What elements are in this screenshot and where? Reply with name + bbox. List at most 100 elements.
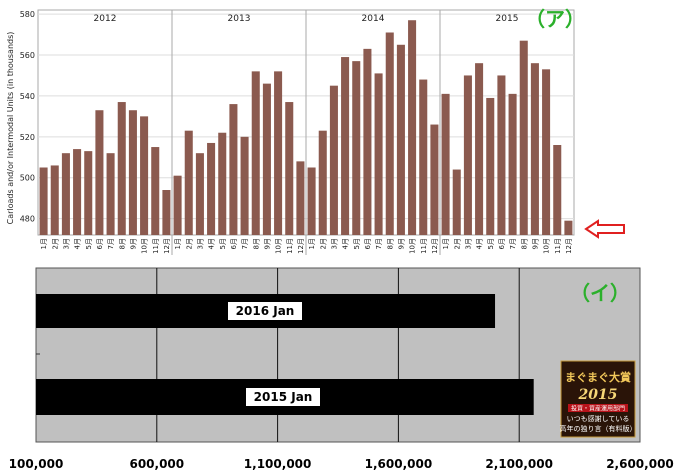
bar bbox=[452, 169, 461, 235]
bar bbox=[140, 116, 149, 235]
y-tick-label: 540 bbox=[20, 92, 35, 101]
bar bbox=[475, 63, 484, 235]
x-tick-label: 10月 bbox=[141, 238, 149, 254]
bar bbox=[106, 153, 115, 235]
x-tick-label: 12月 bbox=[431, 238, 439, 254]
bar bbox=[329, 85, 338, 235]
bar bbox=[396, 44, 405, 235]
bar bbox=[497, 75, 506, 235]
bar bbox=[184, 130, 193, 235]
x-tick-label: 3月 bbox=[464, 238, 472, 249]
bar bbox=[553, 145, 562, 235]
bar bbox=[419, 79, 428, 235]
year-label: 2014 bbox=[362, 14, 385, 24]
bar bbox=[307, 167, 316, 235]
x-tick-label: 600,000 bbox=[129, 457, 184, 471]
bar bbox=[542, 69, 551, 236]
bar bbox=[363, 48, 372, 236]
x-tick-label: 10月 bbox=[543, 238, 551, 254]
award-badge: まぐまぐ大賞 2015 投資・資産運用部門 いつも感謝している 高年の独り言（有… bbox=[560, 360, 637, 438]
x-tick-label: 8月 bbox=[118, 238, 126, 249]
y-tick-label: 480 bbox=[20, 215, 35, 224]
x-tick-label: 12月 bbox=[297, 238, 305, 254]
y-tick-label: 560 bbox=[20, 51, 35, 60]
x-tick-label: 4月 bbox=[476, 238, 484, 249]
x-tick-label: 3月 bbox=[62, 238, 70, 249]
bar bbox=[441, 93, 450, 235]
year-label: 2015 bbox=[496, 14, 519, 24]
x-tick-label: 10月 bbox=[409, 238, 417, 254]
x-tick-label: 8月 bbox=[386, 238, 394, 249]
bar bbox=[61, 153, 70, 235]
x-tick-label: 2月 bbox=[51, 238, 59, 249]
x-tick-label: 1月 bbox=[40, 238, 48, 249]
badge-year: 2015 bbox=[578, 387, 618, 403]
badge-text-2: 高年の独り言（有料版） bbox=[560, 424, 637, 433]
x-tick-label: 7月 bbox=[107, 238, 115, 249]
x-tick-label: 9月 bbox=[129, 238, 137, 249]
x-tick-label: 11月 bbox=[286, 238, 294, 254]
bar bbox=[251, 71, 260, 235]
top-bars bbox=[39, 20, 573, 236]
bar bbox=[128, 110, 137, 235]
x-tick-label: 5月 bbox=[219, 238, 227, 249]
bar bbox=[530, 63, 539, 235]
x-tick-label: 2月 bbox=[453, 238, 461, 249]
x-tick-label: 3月 bbox=[330, 238, 338, 249]
x-tick-label: 11月 bbox=[554, 238, 562, 254]
bar-label-box bbox=[246, 388, 320, 406]
bar bbox=[318, 130, 327, 235]
x-tick-label: 4月 bbox=[342, 238, 350, 249]
x-tick-label: 6月 bbox=[498, 238, 506, 249]
y-tick-label: 500 bbox=[20, 174, 35, 183]
y-tick-label: 580 bbox=[20, 10, 35, 19]
bar bbox=[39, 167, 48, 235]
y-tick-label: 520 bbox=[20, 133, 35, 142]
top-gridlines bbox=[37, 9, 575, 255]
x-tick-label: 8月 bbox=[520, 238, 528, 249]
badge-category: 投資・資産運用部門 bbox=[571, 405, 625, 413]
bar bbox=[50, 165, 59, 235]
x-tick-label: 1,100,000 bbox=[244, 457, 312, 471]
year-label: 2012 bbox=[94, 14, 117, 24]
bar bbox=[229, 104, 238, 235]
bar bbox=[207, 142, 216, 235]
x-tick-label: 11月 bbox=[152, 238, 160, 254]
y-tick-labels: 480 500 520 540 560 580 bbox=[20, 10, 35, 224]
x-tick-label: 6月 bbox=[96, 238, 104, 249]
x-tick-label: 6月 bbox=[364, 238, 372, 249]
x-tick-label: 7月 bbox=[509, 238, 517, 249]
badge-text-1: いつも感謝している bbox=[567, 414, 630, 423]
bar bbox=[352, 61, 361, 235]
x-tick-label: 1月 bbox=[308, 238, 316, 249]
x-tick-label: 2月 bbox=[185, 238, 193, 249]
bar bbox=[151, 147, 160, 235]
bar bbox=[84, 151, 93, 235]
x-tick-label: 1月 bbox=[442, 238, 450, 249]
bar bbox=[341, 57, 350, 235]
year-labels: 2012 2013 2014 2015 bbox=[94, 14, 519, 24]
bar bbox=[285, 102, 294, 235]
x-tick-label: 100,000 bbox=[9, 457, 64, 471]
bar bbox=[95, 110, 104, 235]
x-tick-label: 5月 bbox=[487, 238, 495, 249]
x-tick-label: 7月 bbox=[241, 238, 249, 249]
bottom-plot-background bbox=[35, 267, 641, 443]
bottom-x-tick-labels: 100,000 600,000 1,100,000 1,600,000 2,100,00… bbox=[9, 457, 674, 471]
horizontal-bar bbox=[36, 294, 496, 328]
x-tick-labels: 1月 2月 3月 4月 5月 6月 7月 8月 9月 10月 11月 12月 1月 2月 3月 4月 5月 6月 7… bbox=[40, 238, 573, 254]
bar bbox=[385, 32, 394, 235]
bar bbox=[262, 83, 271, 236]
bar bbox=[486, 97, 495, 235]
annotation-a: （ア） bbox=[525, 7, 585, 31]
x-tick-label: 12月 bbox=[163, 238, 171, 254]
x-tick-label: 9月 bbox=[531, 238, 539, 249]
x-tick-label: 4月 bbox=[74, 238, 82, 249]
x-tick-label: 3月 bbox=[196, 238, 204, 249]
bottom-bars: 2016 Jan 2015 Jan bbox=[36, 294, 534, 415]
bar-category-label: 2015 Jan bbox=[254, 390, 313, 404]
x-tick-label: 2,600,000 bbox=[606, 457, 674, 471]
bar bbox=[117, 102, 126, 235]
bar-category-label: 2016 Jan bbox=[236, 304, 295, 318]
